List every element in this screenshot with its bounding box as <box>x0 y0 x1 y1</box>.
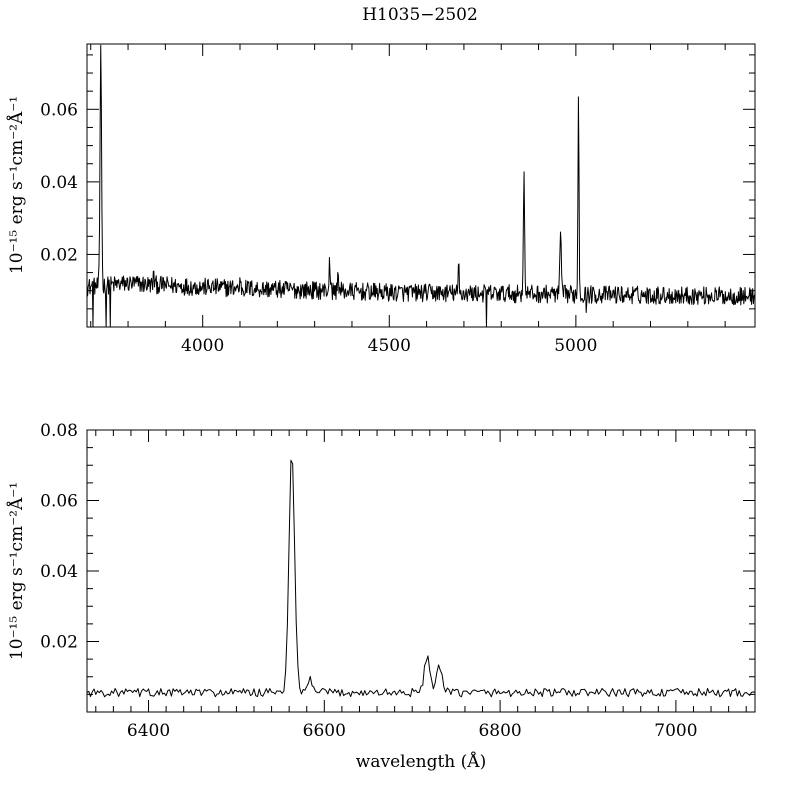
bottom-panel: 6400 6600 6800 7000 0.02 0.04 0.06 0.08 10⁻¹⁵ e… <box>6 421 756 772</box>
figure-title: H1035−2502 <box>362 5 478 25</box>
top-panel: 4000 4500 5000 0.02 0.04 0.06 10⁻¹⁵ erg s⁻¹cm… <box>6 43 756 356</box>
bottom-y-axis-label: 10⁻¹⁵ erg s⁻¹cm⁻²Å⁻¹ <box>6 482 27 660</box>
y-tick-label: 0.04 <box>40 173 78 193</box>
y-tick-label: 0.04 <box>40 562 78 582</box>
bottom-x-axis-label: wavelength (Å) <box>356 751 486 772</box>
bottom-panel-ticks <box>87 429 755 712</box>
y-tick-label: 0.06 <box>40 492 78 512</box>
top-spectrum-line <box>86 44 756 328</box>
top-panel-tick-labels: 4000 4500 5000 0.02 0.04 0.06 <box>40 100 597 356</box>
x-tick-label: 4000 <box>181 336 224 356</box>
y-tick-label: 0.02 <box>40 245 78 265</box>
y-tick-label: 0.06 <box>40 100 78 120</box>
x-tick-label: 7000 <box>654 721 697 741</box>
bottom-spectrum-line <box>86 459 756 698</box>
top-panel-frame <box>86 43 756 328</box>
x-tick-label: 5000 <box>554 336 597 356</box>
x-tick-label: 6400 <box>127 721 170 741</box>
top-y-axis-label: 10⁻¹⁵ erg s⁻¹cm⁻²Å⁻¹ <box>6 96 27 274</box>
bottom-panel-tick-labels: 6400 6600 6800 7000 0.02 0.04 0.06 0.08 <box>40 421 697 741</box>
y-tick-label: 0.08 <box>40 421 78 441</box>
x-tick-label: 4500 <box>368 336 411 356</box>
y-tick-label: 0.02 <box>40 633 78 653</box>
bottom-panel-frame <box>86 429 756 713</box>
x-tick-label: 6600 <box>303 721 346 741</box>
x-tick-label: 6800 <box>478 721 521 741</box>
top-panel-ticks <box>87 44 755 327</box>
